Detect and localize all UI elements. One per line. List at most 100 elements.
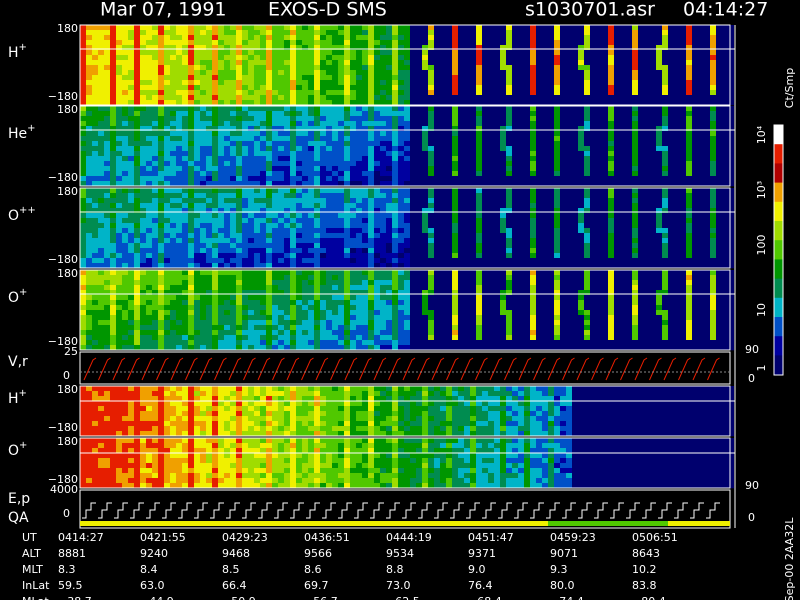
pixel (680, 126, 686, 132)
pixel (116, 198, 122, 204)
pixel (506, 40, 512, 46)
pixel (206, 156, 212, 162)
pixel (428, 188, 434, 194)
pixel (578, 40, 584, 46)
pixel (110, 70, 116, 76)
pixel (230, 121, 236, 127)
pixel (662, 131, 668, 137)
pixel (650, 166, 656, 172)
pixel (260, 90, 266, 96)
pixel (560, 75, 566, 81)
pixel (584, 100, 590, 106)
pixel (524, 238, 530, 244)
pixel (524, 95, 530, 101)
pixel (98, 40, 104, 46)
pixel (218, 126, 224, 132)
pixel (188, 176, 194, 182)
pixel (482, 131, 488, 137)
pixel (722, 100, 728, 106)
pixel (266, 126, 272, 132)
pixel (446, 25, 452, 31)
pixel (308, 95, 314, 101)
pixel (434, 50, 440, 56)
pixel (518, 233, 524, 239)
pixel (566, 248, 572, 254)
pixel (452, 111, 458, 117)
pixel (392, 188, 398, 194)
pixel (326, 198, 332, 204)
pixel (728, 75, 734, 81)
pixel (206, 253, 212, 259)
pixel (224, 181, 230, 187)
pixel (440, 55, 446, 61)
pixel (566, 121, 572, 127)
pixel (686, 166, 692, 172)
pixel (440, 161, 446, 167)
pixel (212, 75, 218, 81)
pixel (242, 111, 248, 117)
pixel (440, 111, 446, 117)
pixel (92, 238, 98, 244)
pixel (164, 131, 170, 137)
pixel (380, 95, 386, 101)
pixel (248, 50, 254, 56)
colorbar-unit: Ct/Smp (783, 68, 796, 108)
pixel (506, 45, 512, 51)
pixel (374, 30, 380, 36)
pixel (722, 75, 728, 81)
pixel (350, 121, 356, 127)
pixel (218, 258, 224, 264)
pixel (542, 90, 548, 96)
pixel (176, 146, 182, 152)
pixel (614, 40, 620, 46)
pixel (200, 95, 206, 101)
pixel (602, 263, 608, 269)
pixel (536, 258, 542, 264)
pixel (632, 45, 638, 51)
pixel (578, 141, 584, 147)
pixel (440, 193, 446, 199)
pixel (302, 95, 308, 101)
pixel (320, 136, 326, 142)
pixel (170, 263, 176, 269)
pixel (566, 75, 572, 81)
pixel (218, 156, 224, 162)
pixel (530, 228, 536, 234)
pixel (254, 95, 260, 101)
pixel (632, 25, 638, 31)
pixel (356, 248, 362, 254)
pixel (542, 176, 548, 182)
pixel (254, 70, 260, 76)
pixel (182, 106, 188, 112)
pixel (368, 253, 374, 259)
pixel (620, 146, 626, 152)
pixel (476, 238, 482, 244)
pixel (518, 116, 524, 122)
pixel (290, 218, 296, 224)
pixel (320, 233, 326, 239)
pixel (674, 45, 680, 51)
pixel (164, 248, 170, 254)
pixel (644, 40, 650, 46)
pixel (86, 253, 92, 259)
pixel (356, 95, 362, 101)
pixel (80, 188, 86, 194)
pixel (632, 65, 638, 71)
pixel (476, 121, 482, 127)
pixel (680, 121, 686, 127)
pixel (452, 90, 458, 96)
pixel (434, 90, 440, 96)
pixel (614, 213, 620, 219)
pixel (524, 60, 530, 66)
pixel (668, 176, 674, 182)
pixel (212, 208, 218, 214)
pixel (374, 233, 380, 239)
pixel (458, 253, 464, 259)
pixel (386, 60, 392, 66)
pixel (266, 233, 272, 239)
pixel (524, 188, 530, 194)
pixel (548, 106, 554, 112)
pixel (692, 116, 698, 122)
pixel (686, 75, 692, 81)
pixel (500, 85, 506, 91)
